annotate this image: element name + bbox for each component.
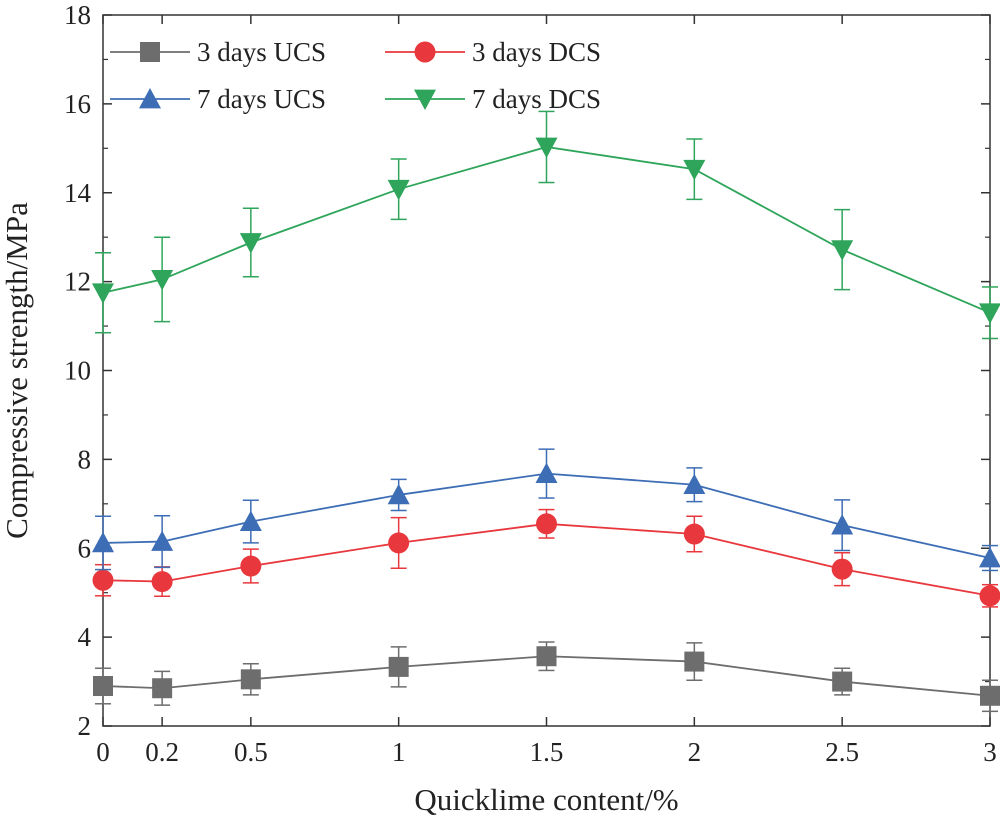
y-tick-label: 14 (64, 178, 92, 208)
x-axis: 0 0.2 0.5 1 1.5 2 2.5 3 (96, 15, 997, 767)
y-axis-title: Compressive strength/MPa (0, 202, 34, 539)
series-7-days-ucs (92, 448, 1000, 572)
series-3-days-dcs (92, 508, 1000, 608)
x-tick-label: 0.5 (234, 737, 268, 767)
data-point (536, 513, 557, 535)
data-point (683, 159, 706, 181)
data-point (92, 569, 114, 591)
legend-item-3-days-ucs: 3 days UCS (110, 37, 326, 67)
data-point (684, 651, 705, 672)
data-point (832, 671, 853, 692)
legend-marker (414, 89, 436, 110)
data-point (92, 283, 114, 304)
data-point (831, 558, 853, 580)
x-tick-label: 1 (392, 737, 406, 767)
data-point (683, 523, 705, 545)
x-tick-label: 1.5 (530, 737, 564, 767)
data-point (93, 676, 113, 697)
legend-label: 3 days UCS (197, 37, 326, 67)
series-line (102, 522, 991, 597)
y-tick-label: 16 (64, 89, 91, 119)
legend-item-3-days-dcs: 3 days DCS (385, 37, 601, 67)
series-line (102, 655, 991, 697)
data-point (152, 678, 173, 699)
data-point (92, 531, 114, 553)
y-axis: 2 4 6 8 10 12 14 16 18 (64, 0, 990, 741)
data-point (388, 532, 410, 554)
y-tick-label: 4 (78, 622, 92, 652)
plot-series (92, 110, 1000, 713)
data-point (979, 547, 1000, 568)
legend-marker (414, 41, 436, 63)
series-7-days-dcs (92, 110, 1000, 340)
data-point (387, 179, 410, 201)
legend-label: 3 days DCS (472, 37, 601, 67)
y-tick-label: 10 (64, 356, 91, 386)
data-point (831, 240, 854, 261)
data-point (831, 514, 854, 535)
y-tick-label: 18 (64, 0, 91, 30)
data-point (151, 530, 174, 551)
x-tick-label: 2 (688, 737, 702, 767)
data-point (979, 303, 1000, 324)
x-axis-title: Quicklime content/% (414, 782, 678, 817)
series-line (102, 146, 991, 314)
series-3-days-ucs (93, 641, 1000, 713)
data-point (979, 585, 1000, 607)
legend-marker (140, 42, 160, 62)
data-point (240, 669, 261, 690)
x-tick-label: 3 (983, 737, 997, 767)
legend: 3 days UCS 3 days DCS 7 days UCS 7 days DCS (110, 37, 601, 114)
series-line (102, 472, 991, 559)
y-tick-label: 6 (78, 533, 92, 563)
data-point (151, 270, 174, 291)
legend-marker (139, 88, 161, 109)
data-point (151, 571, 173, 593)
legend-label: 7 days UCS (197, 84, 326, 114)
data-point (240, 555, 262, 577)
legend-label: 7 days DCS (472, 84, 601, 114)
data-point (980, 685, 1000, 706)
legend-item-7-days-ucs: 7 days UCS (110, 84, 326, 114)
data-point (536, 646, 557, 667)
y-tick-label: 8 (78, 444, 92, 474)
data-point (535, 137, 558, 158)
data-point (239, 510, 262, 531)
x-tick-label: 0.2 (145, 737, 179, 767)
data-point (387, 483, 410, 505)
y-tick-label: 12 (64, 267, 91, 297)
y-tick-label: 2 (78, 711, 92, 741)
x-tick-label: 2.5 (825, 737, 859, 767)
x-tick-label: 0 (96, 737, 110, 767)
data-point (388, 656, 409, 677)
legend-item-7-days-dcs: 7 days DCS (385, 84, 601, 114)
data-point (535, 462, 558, 483)
data-point (683, 473, 706, 495)
data-point (239, 233, 262, 254)
